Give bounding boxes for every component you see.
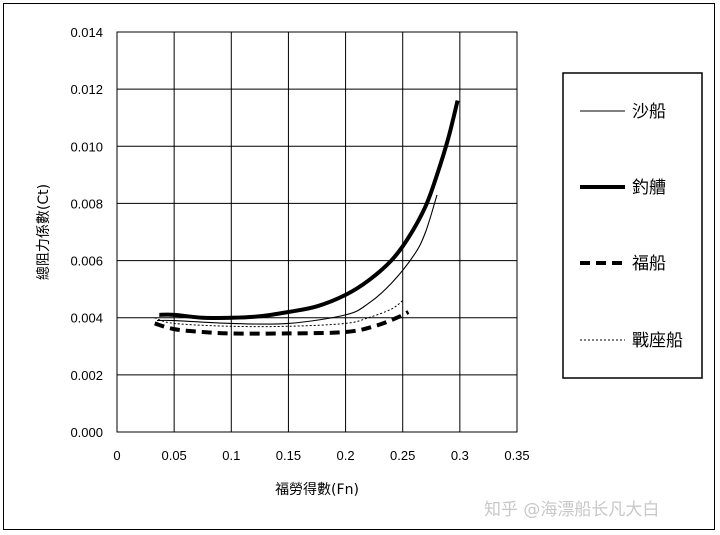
grid	[116, 31, 518, 433]
y-tick-label: 0.012	[70, 82, 103, 97]
series-line-2	[159, 100, 460, 320]
series-line-4	[154, 300, 404, 328]
y-tick-label: 0.010	[70, 139, 103, 154]
y-tick-label: 0.014	[70, 25, 103, 40]
legend-label-3: 福船	[632, 254, 666, 274]
x-tick-label: 0.3	[451, 448, 469, 463]
series-line-3	[154, 310, 410, 336]
x-tick-label: 0.05	[161, 448, 186, 463]
y-tick-label: 0.004	[70, 311, 103, 326]
x-tick-label: 0.1	[222, 448, 240, 463]
y-axis-label: 總阻力係數(Ct)	[35, 184, 52, 280]
x-axis-label: 福勞得數(Fn)	[275, 481, 359, 498]
tick-labels: 0 0.05 0.1 0.15 0.2 0.25 0.3 0.35 0.000 0.002 0.00…	[70, 25, 529, 463]
x-tick-label: 0.25	[390, 448, 415, 463]
plot-area	[116, 31, 518, 433]
legend-label-4: 戰座船	[632, 331, 683, 351]
y-tick-label: 0.000	[70, 425, 103, 440]
legend-box	[562, 72, 703, 379]
series-lines	[154, 100, 460, 336]
y-tick-label: 0.002	[70, 368, 103, 383]
x-tick-label: 0.15	[276, 448, 301, 463]
y-tick-label: 0.008	[70, 196, 103, 211]
x-tick-label: 0.35	[504, 448, 529, 463]
x-tick-label: 0	[113, 448, 120, 463]
x-tick-label: 0.2	[337, 448, 355, 463]
legend-label-1: 沙船	[632, 102, 666, 122]
watermark-text: 知乎 @海漂船长凡大白	[484, 500, 659, 520]
legend-label-2: 釣艚	[632, 178, 666, 198]
series-line-1	[156, 194, 438, 325]
y-tick-label: 0.006	[70, 254, 103, 269]
chart-frame	[3, 3, 715, 530]
